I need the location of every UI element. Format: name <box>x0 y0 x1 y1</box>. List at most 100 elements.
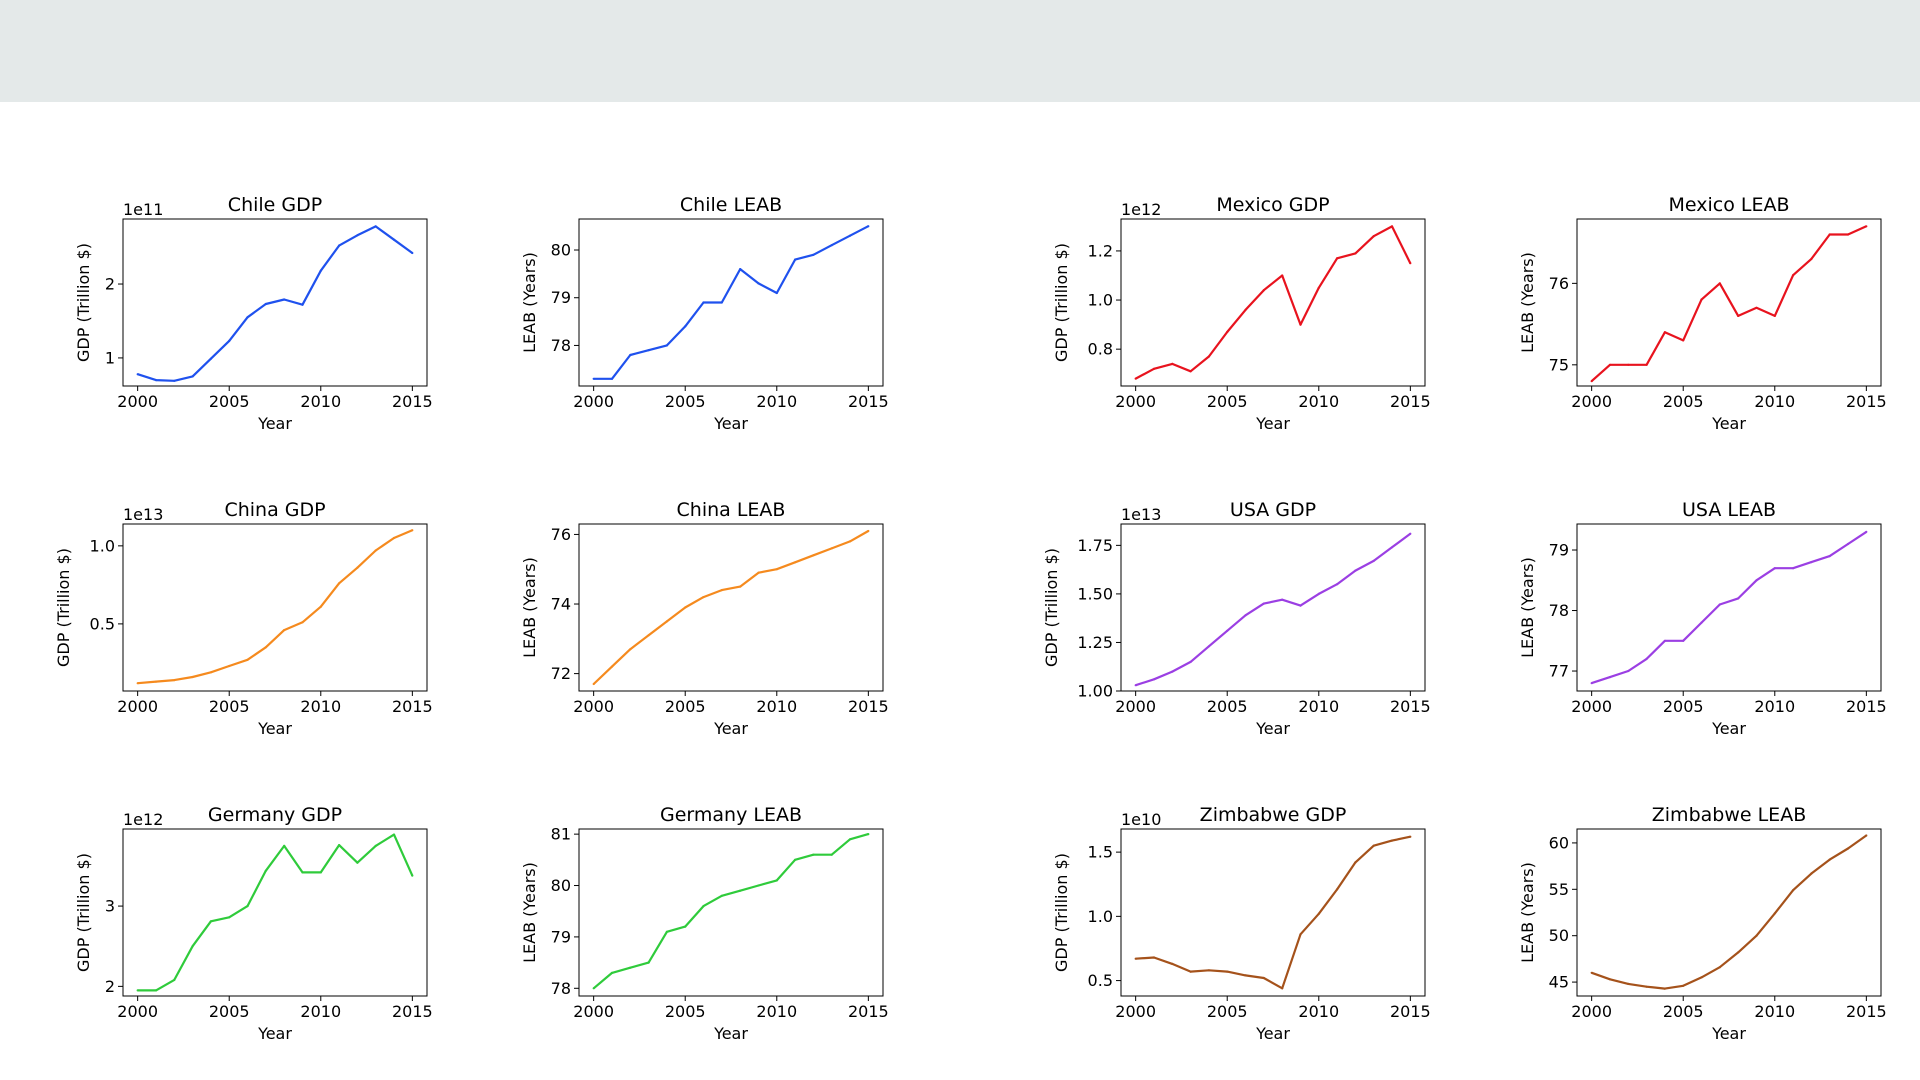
data-point <box>374 844 377 848</box>
data-point <box>757 884 760 887</box>
y-tick-label: 50 <box>1549 926 1569 945</box>
data-point <box>1189 370 1192 373</box>
y-tick-label: 1.25 <box>1077 633 1113 652</box>
data-point <box>794 561 797 564</box>
y-axis-label: GDP (Trillion $) <box>1042 548 1061 667</box>
data-point <box>1792 889 1795 892</box>
data-point <box>1700 976 1703 979</box>
data-point <box>1663 987 1666 990</box>
data-point <box>1372 559 1375 562</box>
data-point <box>1627 982 1630 986</box>
data-point <box>1590 380 1593 383</box>
y-tick-label: 77 <box>1549 662 1569 681</box>
data-point <box>1682 984 1685 987</box>
axes-frame <box>122 828 428 997</box>
data-point <box>1608 363 1612 366</box>
chart-title: Chile GDP <box>228 194 322 216</box>
data-point <box>1372 844 1375 847</box>
data-point <box>1846 847 1850 850</box>
x-tick-label: 2005 <box>1663 392 1704 411</box>
y-tick-label: 80 <box>551 241 571 260</box>
data-point <box>1336 257 1339 260</box>
chart-title: Zimbabwe LEAB <box>1652 804 1806 826</box>
data-point <box>136 373 139 376</box>
x-tick-label: 2010 <box>756 697 797 716</box>
data-point <box>739 889 742 892</box>
data-point <box>319 269 322 272</box>
y-axis-label: LEAB (Years) <box>520 252 539 353</box>
data-point <box>1354 861 1357 864</box>
y-tick-label: 75 <box>1549 355 1569 374</box>
data-point <box>301 871 304 874</box>
data-point <box>264 646 267 649</box>
x-tick-label: 2015 <box>392 1002 433 1021</box>
data-point <box>392 238 396 241</box>
data-point <box>1810 872 1813 875</box>
data-point <box>1718 966 1721 969</box>
subplot: 2000 2005 2010 2015 2 3 Germany GDP 1e12 Year GDP… <box>74 804 433 1043</box>
top-banner <box>0 0 1920 102</box>
data-point <box>684 606 687 609</box>
x-tick-label: 2015 <box>848 392 889 411</box>
x-tick-label: 2000 <box>1571 697 1612 716</box>
y-tick-label: 1.0 <box>90 536 115 555</box>
chart-title: Germany GDP <box>208 804 342 826</box>
y-tick-label: 0.8 <box>1088 340 1113 359</box>
data-point <box>228 664 231 668</box>
x-tick-label: 2015 <box>1846 392 1887 411</box>
data-point <box>338 844 341 847</box>
data-point <box>1409 262 1412 265</box>
x-tick-label: 2010 <box>300 1002 341 1021</box>
y-tick-label: 78 <box>1549 601 1569 620</box>
data-point <box>1810 257 1813 260</box>
x-axis-label: Year <box>1255 414 1290 433</box>
data-point <box>720 894 723 897</box>
subplot: 2000 2005 2010 2015 78 79 80 Chile LEAB Year LEAB… <box>520 194 889 433</box>
y-axis-label: GDP (Trillion $) <box>74 243 93 362</box>
data-point <box>228 339 231 342</box>
data-point <box>1409 532 1412 535</box>
data-point <box>1317 912 1320 915</box>
x-tick-label: 2000 <box>117 697 158 716</box>
data-point <box>1700 621 1703 624</box>
data-point <box>1718 603 1721 606</box>
data-point <box>209 357 212 360</box>
y-tick-label: 78 <box>551 979 571 998</box>
data-point <box>1152 678 1156 681</box>
x-tick-label: 2010 <box>1754 1002 1795 1021</box>
x-axis-label: Year <box>1711 414 1746 433</box>
data-point <box>757 282 760 285</box>
data-point <box>1755 934 1758 937</box>
offset-text: 1e10 <box>1121 810 1161 829</box>
x-tick-label: 2010 <box>1754 392 1795 411</box>
data-point <box>283 298 286 301</box>
subplot: 2000 2005 2010 2015 72 74 76 China LEAB Year LEAB… <box>520 499 889 738</box>
data-point <box>1281 274 1284 277</box>
data-point <box>1645 657 1648 661</box>
x-tick-label: 2010 <box>1298 1002 1339 1021</box>
y-tick-label: 1 <box>105 348 115 367</box>
y-tick-label: 2 <box>105 275 115 294</box>
data-point <box>1354 252 1357 255</box>
y-tick-label: 1.2 <box>1088 241 1113 260</box>
chart-title: Chile LEAB <box>680 194 782 216</box>
subplot: 2000 2005 2010 2015 0.5 1.0 1.5 Zimbabwe GDP 1e1… <box>1052 804 1431 1043</box>
data-point <box>1299 933 1302 936</box>
data-point <box>246 905 249 908</box>
data-point <box>812 554 815 557</box>
subplot: 2000 2005 2010 2015 0.8 1.0 1.2 Mexico GDP 1e12 Y… <box>1052 194 1431 433</box>
data-point <box>1627 363 1630 366</box>
x-tick-label: 2015 <box>1846 1002 1887 1021</box>
data-point <box>136 682 139 685</box>
y-tick-label: 1.50 <box>1077 584 1113 603</box>
x-tick-label: 2000 <box>117 1002 158 1021</box>
data-point <box>1792 567 1795 570</box>
y-tick-label: 60 <box>1549 833 1569 852</box>
data-point <box>1663 639 1666 642</box>
data-point <box>392 536 396 540</box>
data-point <box>610 665 614 668</box>
y-tick-label: 76 <box>551 525 571 544</box>
data-point <box>319 605 322 608</box>
chart-title: China GDP <box>224 499 325 521</box>
data-point <box>264 302 267 306</box>
